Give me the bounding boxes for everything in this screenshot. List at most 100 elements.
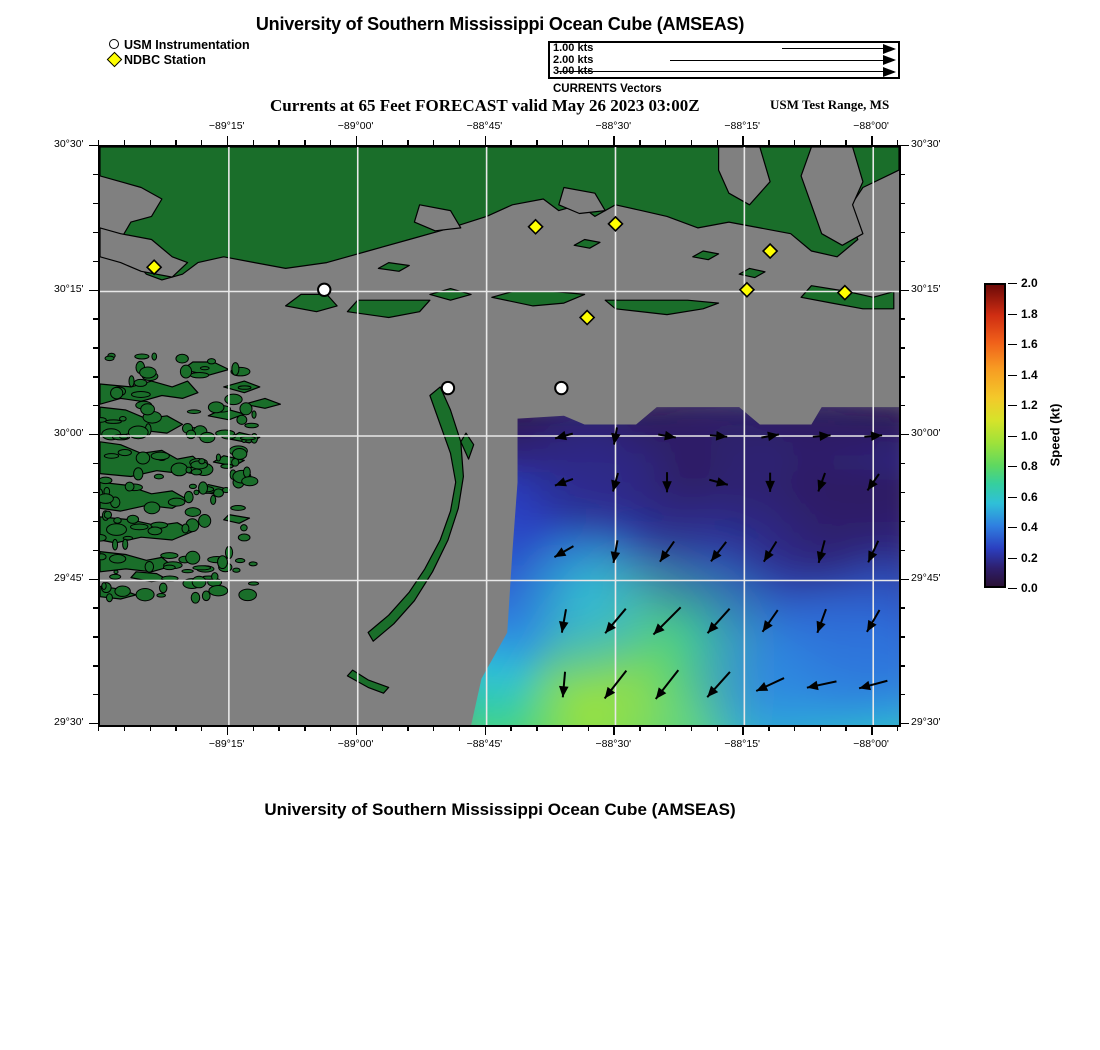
marker-legend: USM Instrumentation NDBC Station — [106, 38, 250, 68]
lat-label-right: 30°00' — [911, 427, 941, 439]
lon-label-bottom: −88°15' — [724, 738, 761, 750]
axis-tick — [899, 405, 905, 407]
current-vectors — [553, 427, 888, 700]
vector-legend-label-2kt: 2.00 kts — [553, 53, 594, 66]
ndbc-station-marker — [145, 259, 163, 276]
axis-tick — [690, 725, 693, 731]
axis-tick — [304, 140, 306, 145]
page-title: University of Southern Mississippi Ocean… — [255, 14, 745, 34]
axis-tick — [381, 140, 383, 145]
colorbar-tick-label: 1.4 — [1021, 367, 1038, 382]
ndbc-station-marker — [738, 281, 756, 298]
axis-tick — [768, 140, 770, 145]
axis-tick — [93, 665, 98, 667]
axis-tick — [899, 462, 905, 465]
colorbar-tick — [1008, 344, 1017, 345]
colorbar-tick-label: 1.2 — [1021, 398, 1038, 412]
colorbar-tick-label: 1.0 — [1021, 428, 1038, 443]
colorbar-tick — [1008, 283, 1017, 284]
axis-tick — [613, 136, 615, 145]
colorbar-tick — [1008, 313, 1017, 315]
axis-tick — [899, 289, 909, 291]
axis-tick — [329, 140, 332, 145]
axis-tick — [793, 140, 796, 145]
lon-label-top: −89°00' — [337, 120, 374, 132]
ndbc-station-marker — [761, 242, 779, 260]
axis-tick — [93, 549, 98, 551]
axis-tick — [561, 140, 564, 145]
axis-tick — [587, 725, 590, 731]
axis-tick — [639, 725, 641, 731]
speed-colorbar: 0.0 0.2 0.4 0.6 0.8 1.0 1.2 1.4 1.6 1.8 2.0 — [984, 276, 1038, 595]
diamond-marker-icon — [106, 51, 124, 68]
vector-arrow-3kt — [558, 66, 896, 77]
axis-tick — [899, 549, 905, 551]
axis-tick — [899, 434, 909, 436]
axis-tick — [226, 136, 229, 145]
lon-label-bottom: −88°30' — [595, 738, 632, 750]
map-panel[interactable] — [98, 145, 901, 727]
axis-tick — [93, 260, 98, 262]
colorbar-tick — [1008, 557, 1017, 559]
axis-tick — [845, 725, 847, 731]
axis-tick — [536, 140, 538, 145]
lon-label-top: −88°00' — [853, 120, 889, 132]
lat-label-left: 30°30' — [54, 138, 84, 150]
axis-tick — [561, 725, 564, 731]
axis-tick — [899, 231, 905, 234]
axis-tick — [93, 318, 98, 320]
footer-title: University of Southern Mississippi Ocean… — [264, 800, 736, 819]
lon-label-top: −89°15' — [208, 120, 245, 132]
lon-label-bottom: −89°00' — [337, 738, 374, 750]
axis-tick — [93, 231, 98, 234]
axis-tick — [304, 725, 306, 731]
legend-item-ndbc-station: NDBC Station — [106, 51, 250, 68]
circle-marker-icon — [108, 38, 124, 53]
axis-tick — [175, 725, 177, 731]
usm-instrumentation-marker — [440, 380, 456, 396]
axis-tick — [510, 140, 512, 145]
axis-tick — [716, 725, 718, 731]
axis-tick — [484, 136, 486, 145]
lat-label-left: 30°15' — [54, 282, 84, 295]
axis-tick — [899, 578, 909, 580]
axis-tick — [123, 140, 126, 145]
colorbar-tick — [1008, 588, 1017, 589]
axis-tick — [665, 725, 667, 731]
axis-tick — [899, 376, 905, 378]
axis-tick — [899, 145, 909, 147]
lon-label-bottom: −89°15' — [208, 738, 245, 750]
axis-tick — [899, 723, 909, 725]
map-graphics — [100, 147, 899, 725]
colorbar-tick-label: 0.6 — [1021, 489, 1038, 504]
axis-tick — [899, 202, 905, 205]
site-label: USM Test Range, MS — [770, 97, 890, 112]
axis-tick — [871, 725, 873, 735]
lon-label-bottom: −88°45' — [466, 738, 503, 750]
axis-tick — [407, 725, 409, 731]
axis-tick — [93, 405, 98, 407]
axis-tick — [897, 725, 899, 731]
axis-tick — [587, 140, 590, 145]
axis-tick — [819, 725, 822, 731]
colorbar-tick-label: 1.6 — [1021, 337, 1038, 351]
axis-tick — [89, 723, 98, 725]
axis-tick — [458, 725, 461, 731]
axis-tick — [252, 725, 255, 731]
colorbar-tick — [1008, 496, 1017, 498]
axis-tick — [899, 173, 905, 176]
axis-tick — [690, 140, 693, 145]
colorbar-tick-label: 1.8 — [1021, 306, 1038, 321]
vector-legend-row: 2.00 kts — [550, 53, 898, 67]
lat-label-left: 29°45' — [54, 571, 84, 584]
usm-instrumentation-marker — [317, 282, 332, 297]
axis-tick — [899, 318, 905, 320]
ndbc-station-marker — [836, 284, 854, 301]
colorbar-tick-label: 0.4 — [1021, 520, 1038, 534]
colorbar-tick — [1008, 374, 1017, 376]
axis-tick — [201, 140, 203, 145]
axis-tick — [226, 725, 229, 735]
axis-tick — [89, 578, 98, 580]
axis-tick — [897, 140, 899, 145]
vector-legend-label-1kt: 1.00 kts — [553, 42, 594, 54]
